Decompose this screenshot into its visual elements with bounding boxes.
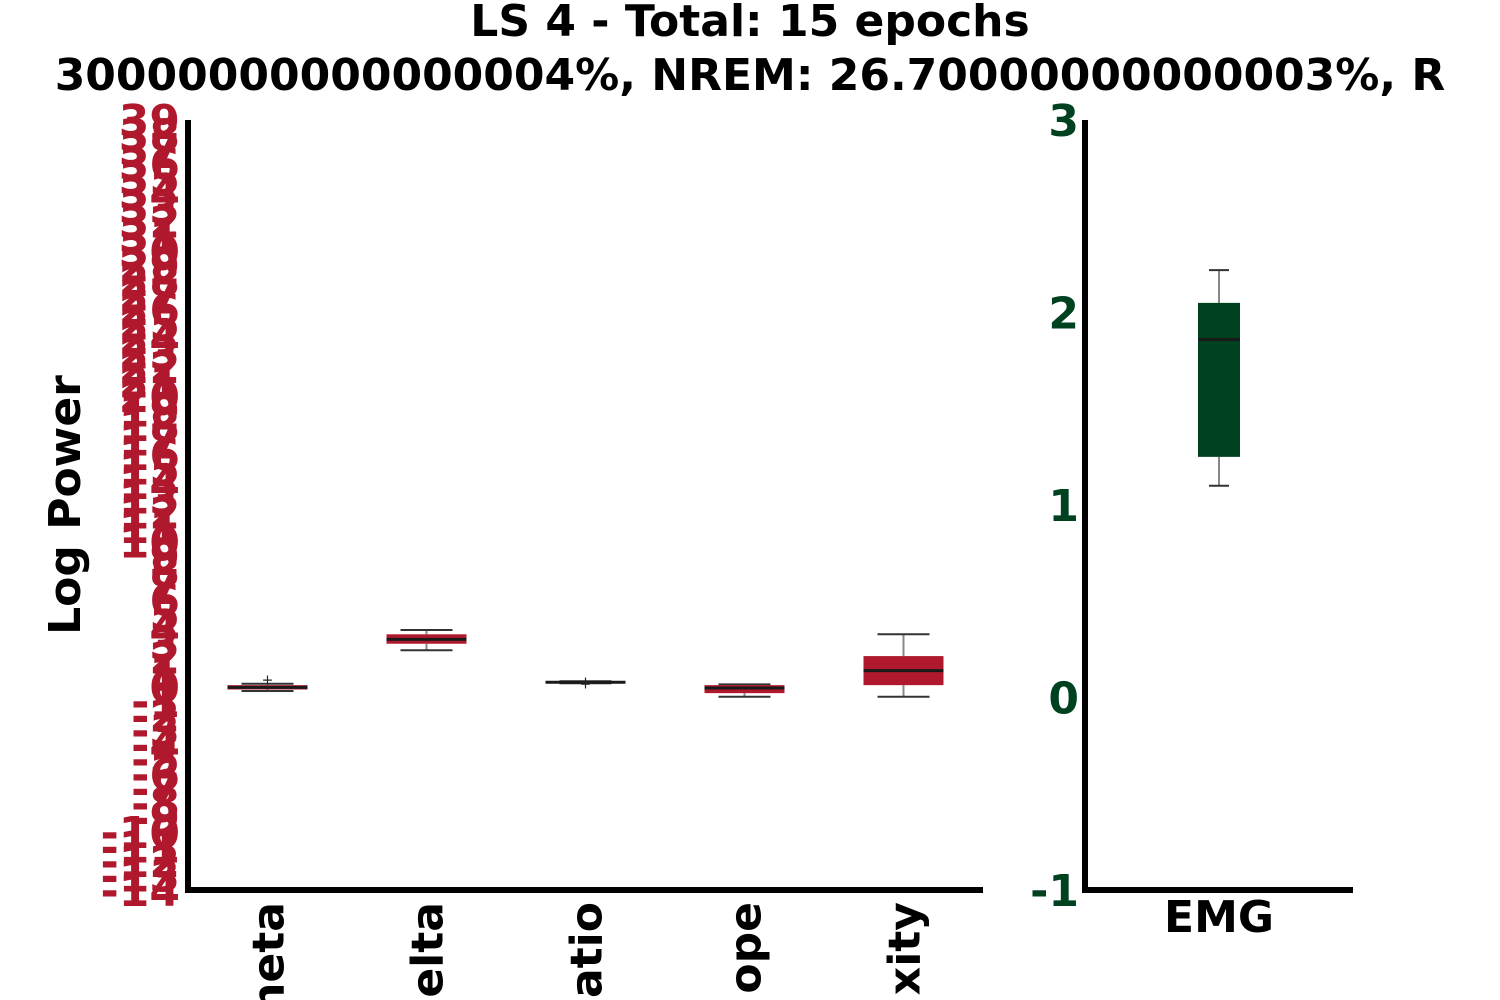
- y-tick-label: 35: [119, 154, 180, 205]
- y-tick-label: 7: [149, 561, 180, 612]
- y-tick-label: 6: [149, 575, 180, 626]
- y-tick-label: 13: [119, 474, 180, 525]
- y-tick-label: -4: [131, 721, 180, 772]
- y-axis-label: Log Power: [40, 375, 91, 635]
- y-tick-label: -8: [131, 779, 180, 830]
- x-tick-label: atio: [562, 902, 613, 998]
- y-tick-label: 2: [1048, 289, 1079, 340]
- y-tick-label: -6: [131, 750, 180, 801]
- y-tick-label: 11: [119, 503, 180, 554]
- y-tick-label: 22: [119, 343, 180, 394]
- y-tick-label: 24: [119, 314, 180, 365]
- y-tick-label: 25: [119, 299, 180, 350]
- flier-point: +: [580, 675, 592, 691]
- chart-title-line2: 30000000000000004%, NREM: 26.70000000000…: [55, 50, 1446, 101]
- y-tick-label: -1: [131, 677, 180, 728]
- y-tick-label: 4: [149, 604, 180, 655]
- y-tick-label: 3: [149, 619, 180, 670]
- right-panel: -1 0 1 2 3 EMG: [1030, 96, 1353, 943]
- y-tick-label: -9: [131, 793, 180, 844]
- y-tick-label: -5: [131, 735, 180, 786]
- y-tick-label: 17: [119, 416, 180, 467]
- y-tick-label: 3: [1048, 96, 1079, 147]
- y-tick-label: -14: [101, 866, 181, 917]
- y-tick-label: 18: [119, 401, 180, 452]
- y-tick-label: 36: [119, 140, 180, 191]
- y-tick-label: 0: [1048, 674, 1079, 725]
- x-tick-label: EMG: [1164, 892, 1274, 943]
- y-tick-label: 15: [119, 445, 180, 496]
- x-tick-label: heta: [244, 902, 295, 1000]
- y-tick-label: 28: [119, 256, 180, 307]
- y-tick-label: 39: [119, 96, 180, 147]
- y-tick-label: 12: [119, 488, 180, 539]
- y-tick-label: 37: [119, 125, 180, 176]
- x-tick-label: elta: [403, 902, 454, 998]
- y-tick-label: 19: [119, 387, 180, 438]
- y-tick-label: 5: [149, 590, 180, 641]
- y-tick-label: 1: [1048, 481, 1079, 532]
- y-tick-label: 21: [119, 358, 180, 409]
- y-tick-label: 8: [149, 546, 180, 597]
- y-tick-label: 30: [119, 227, 180, 278]
- y-tick-label: 31: [119, 212, 180, 263]
- y-tick-label: 0: [149, 663, 180, 714]
- box-iqr: [1198, 302, 1240, 457]
- y-tick-label: 29: [119, 241, 180, 292]
- y-tick-label: 27: [119, 270, 180, 321]
- y-tick-label: 10: [119, 517, 180, 568]
- y-tick-label: 26: [119, 285, 180, 336]
- y-tick-label: 1: [149, 648, 180, 699]
- y-tick-label: 33: [119, 183, 180, 234]
- y-tick-label: -12: [101, 837, 181, 888]
- y-tick-label: -10: [101, 808, 181, 859]
- y-tick-label: 32: [119, 198, 180, 249]
- chart-title-line1: LS 4 - Total: 15 epochs: [470, 0, 1029, 47]
- y-tick-label: 34: [119, 169, 180, 220]
- flier-point: +: [580, 677, 592, 693]
- y-tick-label: -13: [101, 851, 181, 902]
- y-tick-label: -1: [1030, 866, 1079, 917]
- y-tick-label: -7: [131, 764, 180, 815]
- y-tick-label: 23: [119, 328, 180, 379]
- y-tick-label: 9: [149, 532, 180, 583]
- y-tick-label: -2: [131, 692, 180, 743]
- y-tick-label: 14: [119, 459, 180, 510]
- y-tick-label: -3: [131, 706, 180, 757]
- left-panel: -14-13-12-11-10-9-8-7-6-5-4-3-2-10123456…: [101, 96, 983, 1000]
- y-tick-label: -11: [101, 822, 181, 873]
- y-tick-label: 20: [119, 372, 180, 423]
- y-tick-label: 2: [149, 634, 180, 685]
- y-tick-label: 16: [119, 430, 180, 481]
- flier-point: +: [262, 672, 274, 688]
- y-tick-label: 38: [119, 111, 180, 162]
- x-tick-label: ope: [721, 902, 772, 994]
- x-tick-label: xity: [880, 902, 931, 995]
